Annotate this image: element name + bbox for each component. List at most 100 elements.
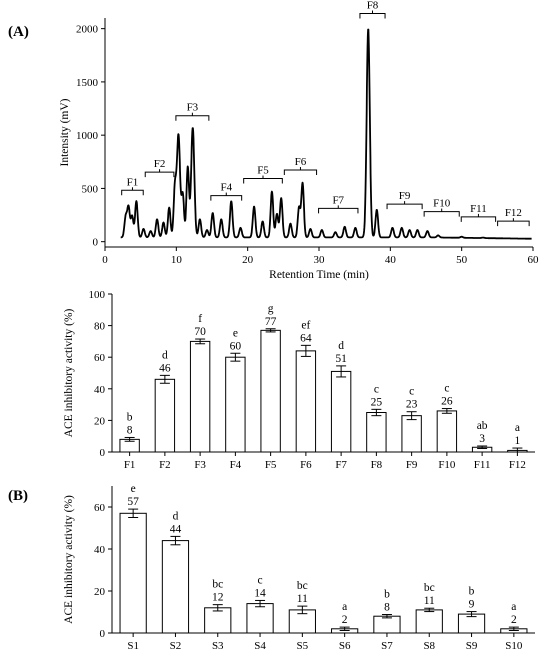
significance-letter: c	[257, 574, 262, 586]
bar	[401, 415, 422, 453]
y-tick-label: 60	[94, 352, 106, 364]
fraction-bracket-line	[386, 203, 423, 210]
value-label: 77	[265, 316, 277, 328]
error-bar	[336, 365, 347, 378]
y-tick-label: 1000	[76, 130, 99, 142]
fraction-bracket: F8	[359, 0, 386, 19]
value-label: 60	[230, 340, 242, 352]
error-bar	[255, 599, 266, 608]
x-tick-label: S9	[466, 640, 478, 652]
x-tick-label: F9	[406, 459, 418, 471]
y-tick-label: 2000	[76, 24, 99, 36]
fraction-bracket: F11	[460, 203, 497, 222]
x-tick-label: S6	[339, 640, 351, 652]
fraction-bracket-line	[243, 178, 283, 184]
significance-letter: a	[515, 422, 520, 434]
significance-letter: c	[409, 386, 414, 398]
x-tick-label: 30	[314, 254, 326, 266]
value-label: 46	[159, 362, 171, 374]
value-label: 2	[342, 614, 348, 626]
error-bar	[124, 436, 135, 442]
error-bar	[170, 535, 181, 546]
error-bar	[297, 605, 308, 615]
x-tick-label: F3	[194, 459, 206, 471]
x-tick-label: S1	[127, 640, 139, 652]
value-label: 64	[300, 332, 312, 344]
x-tick-label: 50	[456, 254, 468, 266]
bar	[373, 615, 401, 634]
y-tick-label: 40	[94, 544, 106, 556]
error-bar	[424, 607, 435, 613]
fraction-label: F7	[332, 194, 344, 206]
bar	[436, 410, 458, 453]
error-bar	[508, 626, 519, 631]
fraction-bracket: F1	[121, 176, 144, 196]
x-tick-label: F12	[509, 459, 526, 471]
x-tick-label: S10	[505, 640, 523, 652]
error-bar	[128, 508, 139, 518]
fraction-bracket: F2	[144, 158, 175, 178]
value-label: 12	[212, 592, 224, 604]
value-label: 26	[441, 396, 453, 408]
fraction-bracket: F3	[175, 102, 210, 121]
fraction-bracket: F6	[283, 156, 318, 176]
x-tick-label: F4	[230, 459, 242, 471]
y-axis-title: Intensity (mV)	[59, 98, 71, 166]
x-tick-label: 10	[171, 254, 183, 266]
error-bar	[265, 328, 276, 333]
bar	[204, 607, 232, 634]
fraction-label: F9	[399, 190, 411, 202]
x-tick-label: F5	[265, 459, 277, 471]
value-label: 8	[384, 602, 390, 614]
bar	[260, 329, 281, 453]
bar	[225, 356, 246, 453]
fraction-bracket-line	[283, 169, 318, 176]
bar	[330, 370, 352, 453]
fraction-bracket-line	[144, 171, 175, 178]
significance-letter: ab	[477, 420, 488, 432]
significance-letter: b	[384, 589, 390, 601]
error-bar	[195, 338, 206, 345]
x-axis-title: Retention Time (min)	[269, 269, 369, 281]
significance-letter: f	[198, 313, 202, 325]
y-axis-title: ACE inhibitory activity (%)	[63, 495, 75, 624]
fraction-label: F3	[187, 102, 199, 114]
y-tick-label: 20	[94, 415, 106, 427]
fraction-bracket: F7	[318, 194, 359, 214]
value-label: 11	[424, 595, 435, 607]
fraction-label: F6	[295, 156, 307, 168]
x-tick-label: F6	[300, 459, 312, 471]
value-label: 2	[511, 614, 517, 626]
fraction-label: F10	[433, 198, 451, 210]
chromatogram-trace	[120, 28, 533, 240]
value-label: 57	[127, 496, 139, 508]
fraction-bracket: F5	[243, 165, 283, 184]
significance-letter: e	[233, 327, 238, 339]
fraction-bracket: F12	[497, 207, 530, 227]
significance-letter: b	[127, 411, 133, 423]
sub-fraction-activity-bar-chart: (B) 0 20 40 60 ACE inhibitory activity (%) S1 5…	[8, 483, 535, 652]
significance-letter: bc	[424, 582, 435, 594]
y-tick-label: 100	[89, 289, 106, 301]
fraction-bracket-line	[121, 189, 144, 196]
fraction-label: F8	[367, 0, 379, 11]
bar	[415, 609, 443, 634]
value-label: 14	[254, 587, 266, 599]
x-tick-label: 20	[242, 254, 254, 266]
x-tick-label: 60	[528, 254, 540, 266]
y-tick-label: 0	[93, 237, 99, 249]
fraction-label: F4	[220, 182, 232, 194]
error-bar	[441, 408, 452, 414]
fraction-label: F12	[505, 207, 522, 219]
error-bar	[381, 614, 392, 619]
value-label: 51	[335, 353, 347, 365]
bar	[119, 512, 147, 634]
value-label: 1	[515, 435, 521, 447]
fraction-bracket-line	[175, 115, 210, 121]
significance-letter: d	[173, 510, 179, 522]
significance-letter: a	[511, 601, 516, 613]
x-tick-label: S3	[212, 640, 224, 652]
bar	[295, 350, 317, 453]
y-tick-label: 0	[100, 447, 106, 459]
